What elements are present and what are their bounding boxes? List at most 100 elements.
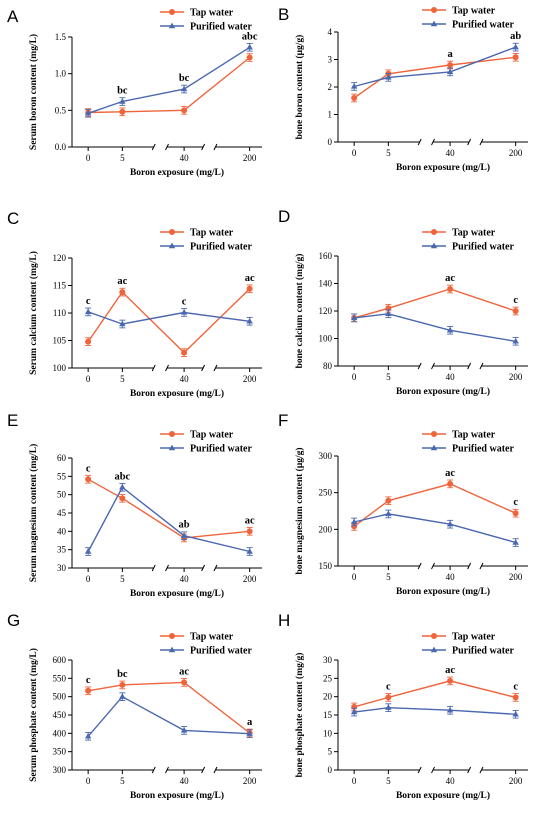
y-tick-label: 25: [323, 673, 333, 683]
series-tap: [351, 284, 519, 323]
y-tick-label: 10: [323, 728, 333, 738]
axis-break-mark: [431, 362, 435, 370]
x-tick-label: 0: [86, 374, 91, 384]
panel-letter: E: [7, 411, 18, 430]
y-tick-label: 200: [319, 524, 333, 534]
y-tick-label: 55: [57, 471, 67, 481]
legend-label-tap: Tap water: [452, 6, 496, 17]
x-tick-label: 40: [180, 374, 190, 384]
x-tick-label: 40: [180, 153, 190, 163]
axis-break-mark: [201, 364, 206, 372]
axis-break-mark: [151, 766, 156, 774]
data-point: [512, 694, 519, 701]
axis-break-mark: [213, 564, 218, 572]
chart-panel-a: A 0.0 0.5 1.0 1.5 0 5 40 200 Boron exposure (mg/L…: [7, 7, 262, 178]
axis-break-mark: [201, 564, 206, 572]
axis-break-mark: [213, 364, 218, 372]
y-tick-label: 1.5: [55, 32, 67, 42]
data-point: [181, 679, 188, 686]
y-tick-label: 110: [53, 308, 67, 318]
y-tick-label: 550: [53, 673, 67, 683]
legend-marker-purified: [430, 444, 438, 451]
series-purified: [84, 483, 253, 556]
chart-panel-g: G 300 350 400 450 500 550 600 0 5 40 200 Boron expos…: [7, 611, 262, 801]
panel-letter: B: [278, 5, 289, 24]
data-point: [512, 337, 519, 344]
y-tick-label: 300: [319, 451, 333, 461]
y-axis-title: bone boron content (μg/g): [294, 35, 305, 140]
axis-break-mark: [201, 766, 206, 774]
data-point: [447, 62, 454, 68]
y-axis-title: Serum phosphate content (mg/L): [28, 648, 39, 782]
data-point: [512, 54, 519, 61]
significance-label: abc: [242, 31, 258, 42]
panel-letter: H: [278, 611, 290, 630]
y-tick-label: 3: [328, 55, 333, 65]
axis-break-mark: [479, 766, 484, 774]
legend-marker-purified: [430, 242, 438, 249]
data-point: [446, 520, 454, 527]
chart-panel-c: C 100 105 110 115 120 0 5 40 200 Boron exposure (m…: [7, 209, 262, 399]
data-point: [85, 687, 92, 694]
y-tick-label: 115: [53, 281, 67, 291]
legend-label-tap: Tap water: [190, 8, 234, 19]
significance-label: bc: [117, 669, 128, 680]
legend-marker-tap: [431, 431, 437, 437]
axis-break-mark: [431, 562, 435, 570]
data-point: [246, 54, 253, 61]
significance-label: ab: [179, 520, 190, 531]
series-line-tap: [87, 288, 251, 354]
data-point: [350, 518, 358, 525]
axis-break-mark: [479, 562, 484, 570]
data-point: [246, 285, 253, 292]
axis-break-mark: [417, 362, 422, 370]
legend-marker-tap: [169, 229, 175, 235]
axis-break-mark: [431, 766, 435, 774]
y-tick-label: 80: [323, 361, 333, 371]
legend-marker-tap: [431, 229, 437, 235]
y-tick-label: 0.5: [55, 105, 67, 115]
legend-label-purified: Purified water: [190, 22, 252, 33]
series-line-tap: [353, 680, 516, 708]
data-point: [385, 73, 392, 80]
y-tick-label: 15: [323, 710, 333, 720]
axis-break-mark: [479, 138, 484, 146]
x-axis-title: Boron exposure (mg/L): [396, 790, 490, 801]
data-point: [385, 694, 392, 701]
panel-letter: G: [7, 611, 20, 630]
y-tick-label: 500: [53, 692, 67, 702]
x-tick-label: 5: [386, 572, 391, 582]
x-tick-label: 0: [352, 372, 357, 382]
chart-panel-h: H 0 5 10 15 20 25 30 0 5 40 200 Boron exposure (mg/L…: [278, 611, 528, 801]
significance-label: a: [447, 49, 453, 60]
legend-marker-purified: [168, 444, 176, 451]
data-point: [385, 510, 392, 517]
y-axis-title: bone calcium content (mg/g): [294, 254, 305, 369]
data-point: [85, 338, 92, 345]
y-tick-label: 120: [319, 306, 333, 316]
data-point: [351, 95, 358, 101]
x-tick-label: 200: [509, 776, 523, 786]
series-line-tap: [88, 56, 251, 114]
data-point: [119, 320, 126, 327]
legend: Tap water Purified water: [160, 228, 252, 253]
x-tick-label: 200: [243, 776, 257, 786]
axis-break-mark: [151, 143, 156, 151]
series-purified: [350, 42, 519, 91]
x-tick-label: 40: [180, 776, 190, 786]
series-purified: [350, 509, 519, 547]
legend-marker-tap: [431, 633, 437, 639]
chart-panel-d: D 80 100 120 140 160 0 5 40 200 Boron exposure (mg…: [278, 207, 528, 397]
data-point: [447, 480, 454, 487]
series-line-tap: [88, 681, 251, 734]
significance-label: c: [513, 497, 518, 508]
chart-panel-f: F 150 200 250 300 0 5 40 200 Boron exposure (mg/L…: [278, 411, 528, 597]
x-tick-label: 40: [446, 776, 456, 786]
significance-label: c: [86, 463, 91, 474]
legend-marker-purified: [168, 22, 176, 29]
x-tick-label: 5: [120, 776, 125, 786]
data-point: [119, 98, 126, 104]
data-point: [447, 286, 454, 292]
data-point: [246, 43, 253, 50]
data-point: [119, 495, 126, 502]
